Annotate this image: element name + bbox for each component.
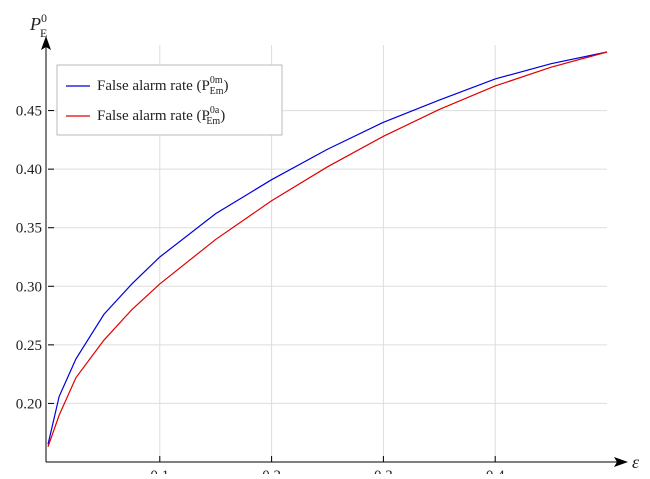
x-tick-label: 0.3 [374, 468, 393, 474]
y-tick-label: 0.25 [16, 338, 42, 354]
legend-name: False alarm rate (P [97, 78, 210, 94]
series-line [47, 51, 608, 445]
y-tick-label: 0.35 [16, 221, 42, 237]
y-tick-label: 0.20 [16, 396, 42, 412]
x-tick-label: 0.1 [150, 468, 169, 474]
y-label-sup: 0 [41, 11, 47, 25]
y-axis-label: P0 E [29, 11, 47, 40]
legend-close: ) [220, 108, 225, 124]
x-tick-label: 0.2 [262, 468, 281, 474]
legend-sub: Em [210, 86, 224, 97]
y-tick-label: 0.45 [16, 104, 42, 120]
legend-close: ) [224, 78, 229, 94]
y-tick-label: 0.40 [16, 162, 42, 178]
y-label-base: P [29, 14, 41, 34]
x-axis-label: ε [632, 452, 640, 472]
legend-box [56, 64, 283, 136]
legend-sup: 0m [210, 75, 223, 86]
series-line [47, 51, 608, 447]
y-label-sub: E [40, 26, 47, 40]
x-tick-label: 0.4 [486, 468, 505, 474]
legend-sub: Em [206, 116, 220, 127]
legend-name: False alarm rate (P [97, 108, 210, 124]
legend-label: False alarm rate (P0m Em) [97, 75, 229, 97]
legend-sup: 0a [210, 105, 220, 116]
legend-label: False alarm rate (P0a Em) [97, 105, 225, 127]
y-tick-label: 0.30 [16, 279, 42, 295]
